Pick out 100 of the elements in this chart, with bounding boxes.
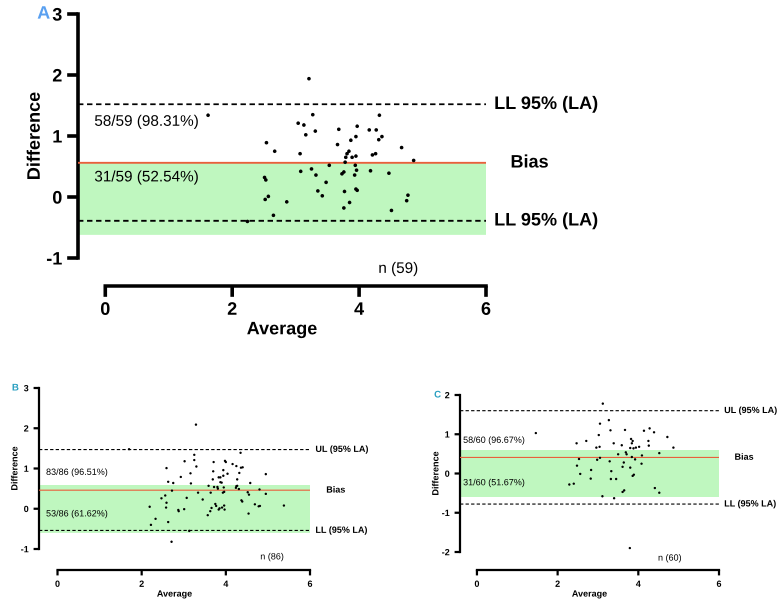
ref-line-label: Bias [326, 486, 345, 493]
annotation: 83/86 (96.51%) [46, 468, 108, 477]
point [608, 418, 610, 422]
point [412, 158, 416, 162]
point [595, 446, 598, 449]
point [624, 451, 628, 454]
point [263, 198, 268, 202]
point [374, 152, 378, 156]
point [534, 432, 538, 434]
point [609, 429, 612, 432]
y-tick-label: 2 [52, 68, 62, 82]
x-axis-title: Average [247, 322, 317, 338]
text: n (60) [658, 554, 682, 562]
y-tick-label: 0 [52, 190, 62, 204]
point [614, 478, 618, 480]
point [380, 134, 384, 138]
point [336, 127, 341, 132]
point [296, 121, 300, 126]
point [272, 213, 276, 218]
chart-title: B [12, 384, 18, 391]
point [654, 486, 656, 490]
point [647, 440, 650, 442]
y-axis-title: Difference [432, 452, 439, 495]
point [353, 163, 358, 168]
point [632, 447, 635, 450]
point [302, 123, 306, 127]
point [666, 436, 669, 438]
y-axis-title: Difference [26, 92, 40, 179]
point [634, 458, 636, 461]
ref-line-label: LL (95% LA) [316, 526, 367, 535]
point [355, 124, 360, 128]
point [345, 152, 349, 156]
ref-line-label: Bias [735, 453, 754, 460]
point [590, 468, 592, 472]
point [349, 138, 353, 142]
y-tick-label: 2 [445, 392, 450, 398]
point [404, 198, 409, 202]
x-axis-title: Average [157, 590, 192, 598]
x-tick-label: 0 [100, 302, 110, 315]
y-tick-label: 3 [24, 384, 28, 392]
x-tick-label: 0 [474, 580, 480, 587]
point [378, 113, 382, 118]
ref-line-label: UL (95% LA) [724, 406, 777, 415]
point [284, 200, 289, 204]
point [621, 466, 624, 468]
point [348, 200, 352, 204]
point [672, 446, 675, 449]
point [336, 142, 340, 146]
point [598, 446, 601, 448]
chart-title: C [434, 390, 441, 398]
y-tick-label: 2 [24, 425, 28, 432]
point [628, 546, 632, 550]
point [298, 170, 303, 174]
point [206, 113, 210, 118]
y-tick-label: -1 [442, 510, 450, 516]
point [264, 140, 268, 145]
point [648, 444, 650, 447]
x-tick-label: 4 [636, 580, 641, 587]
point [368, 168, 372, 173]
x-tick-label: 2 [555, 580, 560, 587]
x-tick-label: 4 [223, 580, 228, 587]
point [342, 206, 346, 210]
y-tick-label: 1 [445, 431, 450, 438]
point [352, 173, 356, 177]
ref-line-label: LL (95% LA) [724, 500, 776, 508]
point [376, 138, 381, 142]
point [266, 194, 270, 198]
x-tick-label: 6 [482, 302, 490, 315]
point [354, 154, 358, 158]
point [264, 178, 268, 182]
point [314, 173, 318, 177]
point [576, 464, 578, 467]
x-tick-label: 6 [716, 580, 722, 587]
x-axis-title: Average [572, 590, 607, 598]
point [630, 456, 634, 458]
point [610, 478, 612, 480]
y-tick-label: 3 [52, 8, 62, 21]
annotation: 58/59 (98.31%) [94, 114, 198, 129]
point [598, 422, 602, 425]
y-tick-label: -1 [46, 252, 62, 265]
point [390, 208, 394, 212]
point [344, 156, 348, 160]
x-tick-label: 4 [354, 302, 364, 315]
point [354, 134, 358, 138]
ref-line-label: Bias [512, 154, 548, 168]
point [354, 168, 358, 172]
point [307, 76, 311, 80]
point [324, 180, 328, 184]
point [310, 112, 315, 116]
point [304, 132, 308, 137]
point [602, 402, 604, 405]
point [370, 153, 374, 157]
point [316, 189, 320, 193]
x-tick-label: 6 [308, 580, 312, 587]
point [310, 167, 314, 171]
point [406, 193, 410, 198]
point [327, 163, 332, 168]
annotation: 31/59 (52.54%) [94, 170, 198, 185]
y-tick-label: 0 [24, 506, 28, 512]
y-axis-title: Difference [10, 446, 18, 490]
